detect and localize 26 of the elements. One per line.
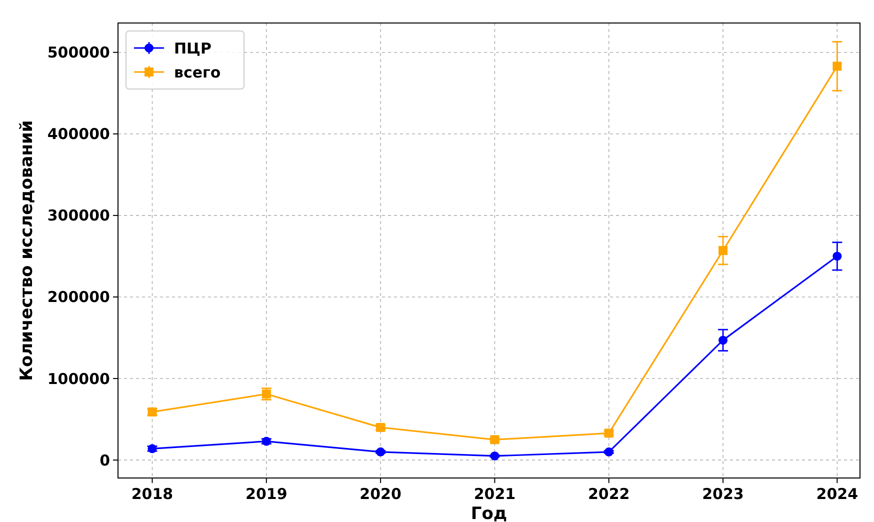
- x-tick-label: 2023: [702, 485, 744, 503]
- point: [376, 447, 386, 456]
- y-tick-label: 300000: [47, 206, 110, 225]
- y-tick-label: 0: [100, 451, 110, 470]
- point: [718, 336, 728, 345]
- y-tick-label: 500000: [47, 44, 110, 62]
- y-tick-label: 100000: [47, 370, 110, 388]
- x-tick-label: 2019: [246, 485, 288, 503]
- legend-label: ПЦР: [174, 39, 212, 58]
- point: [832, 252, 842, 261]
- x-tick-label: 2020: [360, 485, 402, 503]
- point: [490, 451, 500, 460]
- x-tick-label: 2021: [474, 485, 516, 503]
- x-tick-label: 2022: [588, 485, 630, 503]
- y-axis-title: Количество исследований: [17, 120, 37, 381]
- point: [604, 447, 614, 456]
- point: [718, 246, 728, 255]
- point: [832, 62, 842, 71]
- point: [490, 435, 500, 444]
- x-axis-title: Год: [470, 504, 508, 522]
- y-tick-label: 400000: [47, 125, 110, 144]
- x-tick-label: 2024: [816, 485, 858, 503]
- point: [604, 428, 614, 438]
- y-tick-label: 200000: [47, 288, 110, 306]
- legend-label: всего: [174, 63, 221, 82]
- x-tick-label: 2018: [131, 485, 174, 503]
